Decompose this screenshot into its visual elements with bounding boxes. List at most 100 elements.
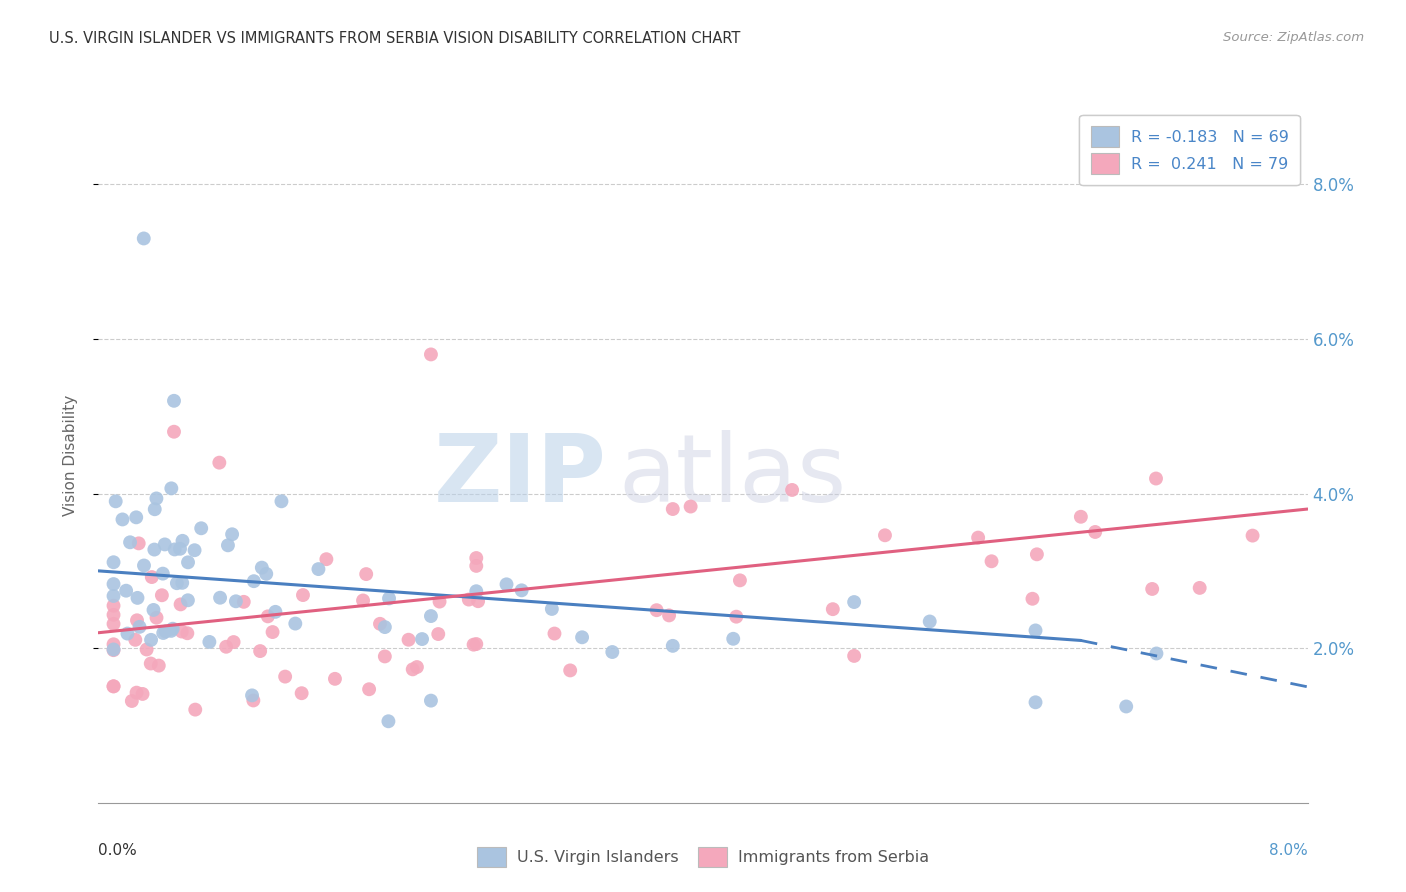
- Point: [821, 602, 844, 616]
- Point: [150, 588, 173, 602]
- Point: [111, 512, 134, 526]
- Point: [541, 602, 564, 616]
- Point: [103, 577, 125, 591]
- Point: [209, 591, 232, 605]
- Point: [155, 624, 177, 639]
- Point: [725, 609, 748, 624]
- Point: [103, 679, 125, 693]
- Point: [128, 620, 150, 634]
- Point: [679, 500, 702, 514]
- Point: [918, 615, 941, 629]
- Point: [103, 589, 125, 603]
- Point: [177, 593, 200, 607]
- Point: [368, 616, 391, 631]
- Point: [465, 551, 488, 566]
- Point: [420, 693, 443, 707]
- Point: [411, 632, 433, 646]
- Point: [315, 552, 337, 566]
- Point: [980, 554, 1002, 568]
- Point: [873, 528, 896, 542]
- Point: [1315, 433, 1337, 447]
- Point: [406, 660, 429, 674]
- Point: [166, 576, 188, 591]
- Point: [270, 494, 292, 508]
- Point: [1315, 455, 1337, 469]
- Point: [103, 680, 125, 694]
- Point: [163, 542, 186, 557]
- Point: [103, 616, 125, 631]
- Point: [420, 609, 443, 624]
- Point: [1188, 581, 1211, 595]
- Point: [262, 625, 284, 640]
- Point: [172, 533, 194, 548]
- Point: [1146, 647, 1168, 661]
- Point: [125, 510, 148, 524]
- Point: [177, 555, 200, 569]
- Point: [225, 594, 247, 608]
- Point: [169, 598, 191, 612]
- Point: [662, 502, 685, 516]
- Text: 0.0%: 0.0%: [98, 843, 138, 858]
- Point: [208, 456, 231, 470]
- Point: [142, 603, 165, 617]
- Point: [162, 622, 184, 636]
- Point: [374, 620, 396, 634]
- Point: [132, 231, 155, 245]
- Point: [117, 626, 139, 640]
- Point: [377, 714, 399, 729]
- Point: [463, 638, 485, 652]
- Point: [323, 672, 346, 686]
- Point: [645, 603, 668, 617]
- Point: [125, 613, 148, 627]
- Point: [143, 542, 166, 557]
- Point: [780, 483, 803, 497]
- Point: [1021, 591, 1043, 606]
- Point: [723, 632, 745, 646]
- Point: [215, 640, 238, 654]
- Point: [662, 639, 685, 653]
- Point: [103, 555, 125, 569]
- Point: [160, 481, 183, 495]
- Point: [291, 686, 314, 700]
- Point: [222, 635, 245, 649]
- Point: [257, 609, 280, 624]
- Text: U.S. VIRGIN ISLANDER VS IMMIGRANTS FROM SERBIA VISION DISABILITY CORRELATION CHA: U.S. VIRGIN ISLANDER VS IMMIGRANTS FROM …: [49, 31, 741, 46]
- Point: [264, 605, 287, 619]
- Point: [232, 595, 254, 609]
- Point: [243, 574, 266, 589]
- Point: [217, 538, 239, 552]
- Point: [560, 664, 582, 678]
- Point: [378, 591, 401, 606]
- Text: Source: ZipAtlas.com: Source: ZipAtlas.com: [1223, 31, 1364, 45]
- Point: [291, 588, 314, 602]
- Point: [427, 627, 450, 641]
- Point: [1070, 509, 1092, 524]
- Point: [240, 689, 263, 703]
- Point: [104, 494, 127, 508]
- Point: [198, 635, 221, 649]
- Text: atlas: atlas: [619, 430, 846, 522]
- Point: [163, 425, 186, 439]
- Point: [398, 632, 420, 647]
- Point: [1241, 528, 1264, 542]
- Point: [1115, 699, 1137, 714]
- Point: [467, 594, 489, 608]
- Point: [967, 531, 990, 545]
- Point: [184, 703, 207, 717]
- Point: [1365, 465, 1388, 479]
- Point: [172, 575, 194, 590]
- Y-axis label: Vision Disability: Vision Disability: [63, 394, 77, 516]
- Point: [1025, 695, 1047, 709]
- Point: [163, 393, 186, 408]
- Point: [354, 567, 377, 582]
- Point: [139, 632, 162, 647]
- Point: [120, 535, 142, 549]
- Point: [543, 626, 565, 640]
- Point: [420, 347, 443, 361]
- Point: [495, 577, 517, 591]
- Point: [103, 643, 125, 657]
- Point: [145, 491, 167, 506]
- Point: [465, 637, 488, 651]
- Point: [170, 624, 193, 639]
- Point: [135, 642, 157, 657]
